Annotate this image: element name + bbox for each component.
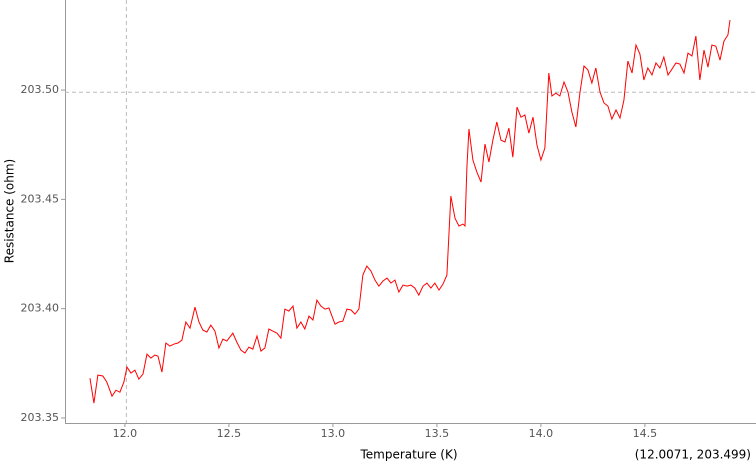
y-tick-label: 203.35 (21, 411, 60, 424)
x-tick-label: 14.0 (529, 427, 554, 440)
cursor-readout: (12.0071, 203.499) (635, 448, 751, 462)
x-tick-label: 12.5 (217, 427, 242, 440)
x-tick-label: 13.0 (321, 427, 346, 440)
y-tick-label: 203.40 (21, 302, 60, 315)
y-tick-label: 203.45 (21, 192, 60, 205)
y-tick-label: 203.50 (21, 83, 60, 96)
x-tick-label: 12.0 (113, 427, 138, 440)
x-tick-label: 14.5 (633, 427, 658, 440)
x-tick-label: 13.5 (425, 427, 450, 440)
y-axis-label: Resistance (ohm) (3, 159, 17, 263)
x-axis-label: Temperature (K) (359, 448, 457, 462)
data-line (89, 20, 731, 404)
